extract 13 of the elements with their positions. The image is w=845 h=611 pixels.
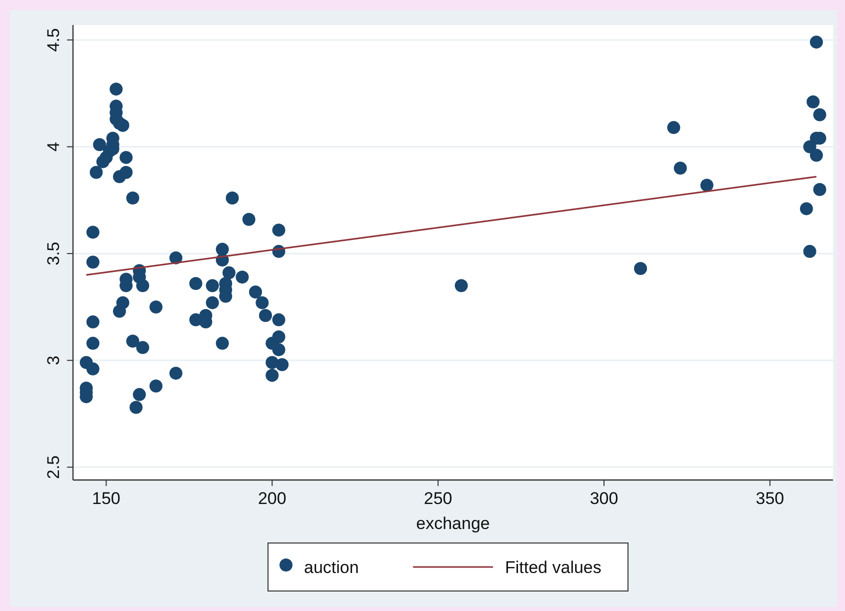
x-tick-label: 150 [92,489,120,508]
legend-label: auction [304,558,359,577]
y-tick-label: 3 [44,356,63,366]
x-tick-label: 200 [258,489,286,508]
legend-label: Fitted values [505,558,602,577]
x-tick-label: 300 [590,489,618,508]
y-tick-label: 4.5 [44,28,63,52]
y-tick-label: 2.5 [44,455,63,480]
x-tick-label: 350 [756,489,784,508]
y-tick-label: 3.5 [44,242,63,266]
y-tick-label: 4 [44,142,63,152]
x-tick-label: 250 [424,489,452,508]
x-axis-title: exchange [416,514,490,533]
